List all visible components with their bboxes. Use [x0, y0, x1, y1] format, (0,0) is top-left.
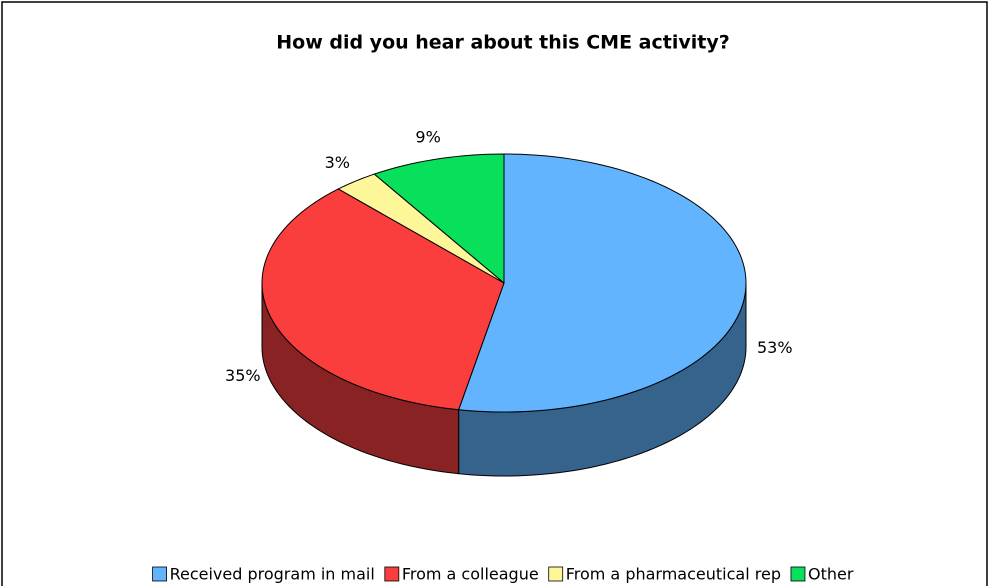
chart-title: How did you hear about this CME activity…	[276, 32, 730, 54]
slice	[337, 173, 505, 284]
slice	[261, 188, 505, 411]
data-label: 35%	[225, 366, 261, 385]
data-label: 53%	[757, 338, 793, 357]
legend-label: From a colleague	[402, 565, 539, 584]
data-label: 3%	[325, 153, 350, 172]
legend-label: Other	[808, 565, 854, 584]
legend-swatch	[548, 566, 564, 582]
legend-label: Received program in mail	[170, 565, 375, 584]
slice	[457, 153, 747, 413]
data-label: 9%	[415, 127, 440, 146]
legend-swatch	[152, 566, 167, 582]
legend-swatch	[384, 566, 400, 582]
legend-swatch	[790, 566, 806, 582]
slice	[373, 153, 505, 285]
legend-label: From a pharmaceutical rep	[566, 565, 781, 584]
